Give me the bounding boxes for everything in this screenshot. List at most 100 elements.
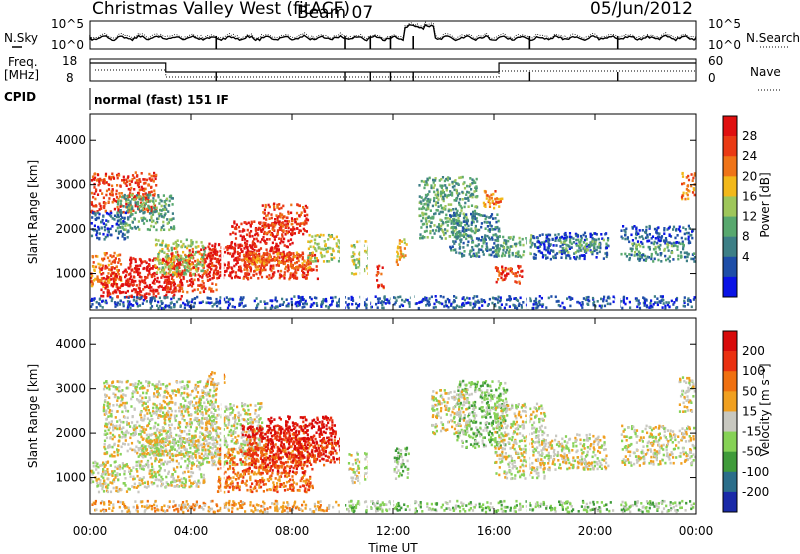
power-cell <box>395 299 398 302</box>
power-cell <box>173 293 176 297</box>
velocity-cell <box>183 384 186 388</box>
power-cell <box>594 242 597 246</box>
power-cell <box>580 236 583 240</box>
power-cell <box>170 265 173 268</box>
power-cell <box>430 186 433 190</box>
power-cell <box>579 234 583 238</box>
power-cell <box>661 295 664 298</box>
power-cell <box>663 249 666 252</box>
power-cell <box>331 300 334 303</box>
power-cell <box>521 237 524 241</box>
power-cell <box>165 293 168 297</box>
power-cell <box>178 276 182 279</box>
power-cell <box>439 204 443 207</box>
power-cell <box>591 252 594 256</box>
power-cell <box>188 254 191 257</box>
power-cell <box>272 228 275 231</box>
power-cell <box>189 283 192 287</box>
power-cell <box>128 300 131 304</box>
power-cell <box>687 297 690 300</box>
power-cell <box>352 251 355 254</box>
power-cell <box>269 299 272 302</box>
power-cell <box>125 270 128 274</box>
power-cell <box>196 288 199 291</box>
power-cell <box>353 244 356 247</box>
power-cell <box>643 299 646 303</box>
velocity-cell <box>149 411 152 415</box>
power-cell <box>554 256 557 260</box>
power-cell <box>346 303 349 307</box>
power-cell <box>228 274 231 277</box>
power-cell <box>642 258 646 262</box>
power-cell <box>219 296 222 299</box>
power-cell <box>384 302 387 305</box>
power-cell <box>145 261 148 265</box>
power-cell <box>219 270 222 274</box>
power-cell <box>127 210 130 213</box>
velocity-cell <box>113 478 116 481</box>
power-cell <box>263 253 266 256</box>
power-cell <box>157 212 160 215</box>
power-cell <box>103 252 106 255</box>
power-cell <box>547 296 550 300</box>
power-cell <box>212 248 215 251</box>
power-cell <box>629 247 632 250</box>
power-cell <box>254 244 257 247</box>
power-cell <box>135 299 138 303</box>
power-cell <box>437 229 440 233</box>
power-cell <box>115 215 119 219</box>
power-cell <box>445 195 449 199</box>
velocity-cell <box>178 409 181 413</box>
power-cell <box>161 215 164 218</box>
power-cell <box>201 254 204 257</box>
power-cell <box>166 304 169 308</box>
power-cell <box>264 260 267 264</box>
power-cell <box>154 199 157 202</box>
power-cell <box>528 252 531 255</box>
power-cell <box>646 233 649 237</box>
power-cell <box>98 182 101 185</box>
power-cell <box>209 259 212 262</box>
power-cell <box>431 215 434 219</box>
power-cell <box>302 227 305 231</box>
power-cell <box>98 228 101 231</box>
power-cell <box>685 251 688 254</box>
power-cell <box>241 244 244 248</box>
power-cell <box>274 298 277 302</box>
power-cell <box>305 263 308 267</box>
power-cell <box>131 221 134 224</box>
power-cell <box>131 177 134 181</box>
power-cell <box>139 201 143 205</box>
power-cell <box>309 305 312 308</box>
power-cell <box>127 273 131 276</box>
power-cell <box>687 235 690 239</box>
power-cell <box>278 222 281 225</box>
power-cell <box>129 226 132 230</box>
power-cell <box>420 196 423 199</box>
power-cell <box>174 264 178 268</box>
power-cell <box>157 306 160 310</box>
power-cell <box>107 268 111 271</box>
power-cell <box>197 273 200 277</box>
power-cell <box>257 268 260 271</box>
power-cell <box>448 177 451 180</box>
power-cell <box>625 227 628 231</box>
power-cell <box>201 259 204 263</box>
power-cell <box>489 224 492 227</box>
power-cell <box>227 246 230 250</box>
power-cell <box>326 250 329 253</box>
power-cell <box>659 253 662 257</box>
power-cell <box>423 186 426 190</box>
power-cell <box>281 233 284 236</box>
power-cell <box>130 213 133 216</box>
power-cell <box>265 253 269 257</box>
power-cell <box>154 289 157 293</box>
power-cell <box>475 185 478 188</box>
power-cell <box>283 237 286 241</box>
power-cell <box>281 253 284 256</box>
power-cell <box>307 266 310 270</box>
power-cell <box>168 228 171 232</box>
power-cell <box>269 249 272 252</box>
velocity-cell <box>182 405 186 409</box>
velocity-cell <box>102 468 105 471</box>
